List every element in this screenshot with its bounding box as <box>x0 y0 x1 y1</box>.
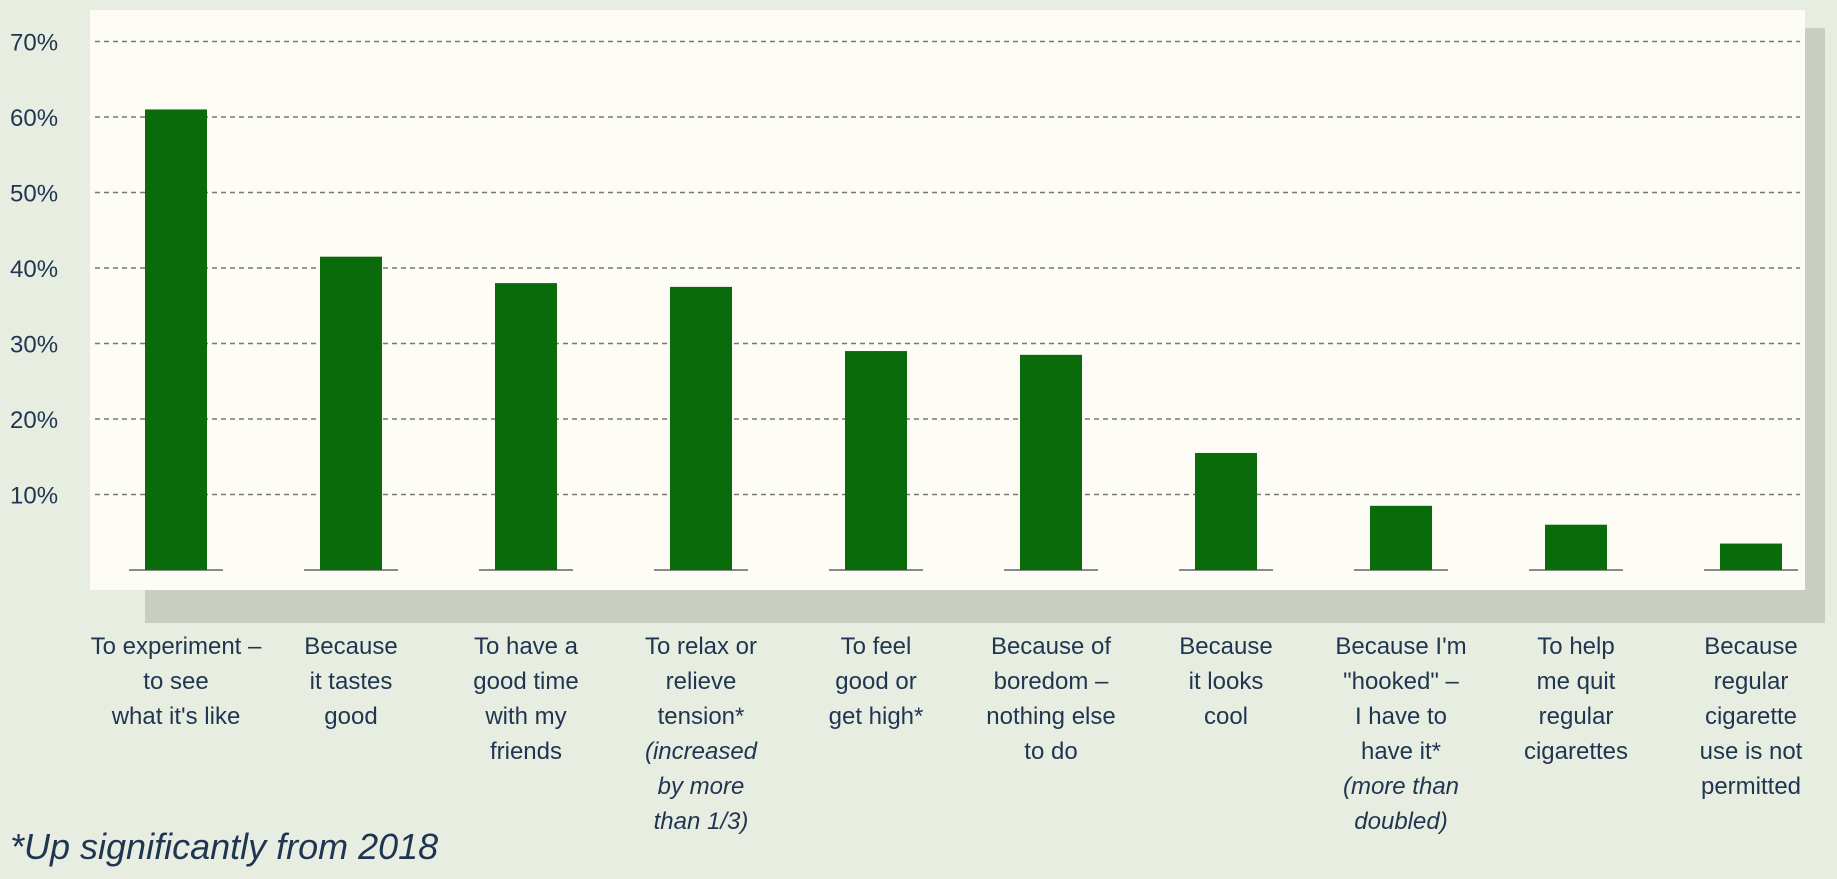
category-label-text: Because it looks cool <box>1179 633 1273 730</box>
bar <box>845 351 907 570</box>
category-label-note: (increased by more than 1/3) <box>644 738 758 835</box>
bar <box>1545 524 1607 570</box>
category-label: Because I'm "hooked" – I have to have it… <box>1306 629 1496 839</box>
category-label: Because of boredom – nothing else to do <box>956 629 1146 769</box>
category-label: Because it looks cool <box>1131 629 1321 734</box>
bar <box>145 109 207 570</box>
category-label-text: Because I'm "hooked" – I have to have it… <box>1335 633 1467 765</box>
bar <box>1020 354 1082 570</box>
category-label: Because it tastes good <box>256 629 446 734</box>
category-label-text: To feel good or get high* <box>828 633 924 730</box>
category-label-text: To help me quit regular cigarettes <box>1523 633 1629 765</box>
category-label-text: Because regular cigarette use is not per… <box>1699 633 1803 800</box>
category-label-text: To have a good time with my friends <box>473 633 579 765</box>
y-tick-label: 60% <box>10 105 58 132</box>
y-tick-label: 70% <box>10 30 58 57</box>
y-tick-label: 50% <box>10 181 58 208</box>
bar <box>1720 543 1782 570</box>
y-tick-label: 40% <box>10 256 58 283</box>
category-label-text: Because of boredom – nothing else to do <box>986 633 1116 765</box>
category-label-note: (more than doubled) <box>1342 773 1460 835</box>
category-label-text: To relax or relieve tension* <box>644 633 758 730</box>
category-label: To relax or relieve tension* (increased b… <box>606 629 796 839</box>
category-label: To experiment – to see what it's like <box>81 629 271 734</box>
y-tick-label: 10% <box>10 483 58 510</box>
category-label: Because regular cigarette use is not per… <box>1656 629 1837 804</box>
bar <box>1370 505 1432 570</box>
category-label: To help me quit regular cigarettes <box>1481 629 1671 769</box>
bar <box>670 286 732 570</box>
category-label-text: Because it tastes good <box>304 633 398 730</box>
bar <box>1195 452 1257 570</box>
bar <box>320 256 382 570</box>
y-tick-label: 30% <box>10 332 58 359</box>
bar <box>495 283 557 570</box>
footnote: *Up significantly from 2018 <box>10 826 439 867</box>
category-label: To have a good time with my friends <box>431 629 621 769</box>
category-label-text: To experiment – to see what it's like <box>90 633 262 730</box>
y-tick-label: 20% <box>10 407 58 434</box>
category-label: To feel good or get high* <box>781 629 971 734</box>
